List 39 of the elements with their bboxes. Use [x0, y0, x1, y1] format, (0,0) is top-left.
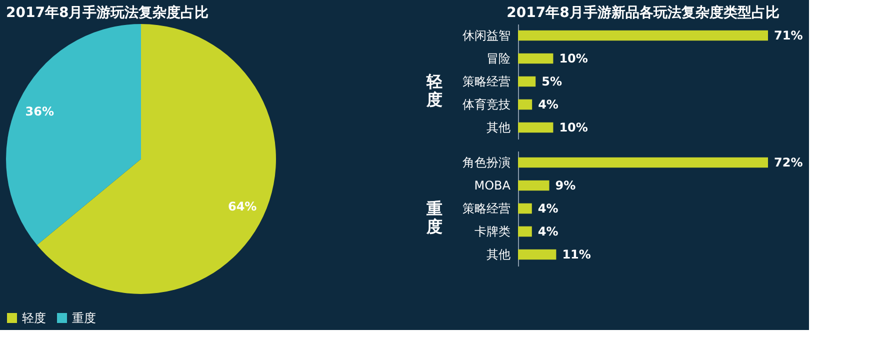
y-tick-label: 角色扮演: [462, 156, 510, 170]
pie-slice: [6, 24, 141, 246]
bar: [518, 180, 550, 191]
y-tick-label: 其他: [486, 248, 510, 262]
y-tick-label: 其他: [486, 120, 510, 134]
y-axis-title: 轻度: [426, 72, 442, 109]
y-tick-label: 策略经营: [462, 74, 510, 88]
y-tick-label: 体育竞技: [462, 98, 510, 112]
y-tick-label: MOBA: [474, 178, 512, 192]
y-axis-title: 重度: [426, 199, 442, 236]
bar: [518, 76, 536, 87]
data-label: 71%: [774, 28, 803, 42]
data-label: 36%: [25, 104, 54, 118]
bar: [518, 53, 554, 64]
data-label: 9%: [555, 178, 576, 192]
y-tick-label: 休闲益智: [462, 28, 510, 42]
chart-title: 2017年8月手游新品各玩法复杂度类型占比: [506, 4, 780, 21]
data-label: 4%: [538, 224, 558, 238]
bar: [518, 203, 532, 214]
bar: [518, 249, 556, 260]
chart-title: 2017年8月手游玩法复杂度占比: [6, 4, 209, 21]
y-tick-label: 卡牌类: [474, 224, 510, 238]
legend-label: 重度: [72, 311, 96, 325]
bar: [518, 226, 532, 237]
data-label: 4%: [538, 98, 558, 112]
bar: [518, 30, 768, 41]
y-tick-label: 策略经营: [462, 202, 510, 216]
bar: [518, 99, 532, 110]
data-label: 64%: [228, 200, 257, 214]
data-label: 10%: [559, 120, 588, 134]
legend-label: 轻度: [22, 311, 46, 325]
y-tick-label: 冒险: [486, 52, 510, 66]
data-label: 4%: [538, 202, 558, 216]
data-label: 10%: [559, 52, 588, 66]
bar: [518, 122, 554, 133]
data-label: 11%: [562, 248, 591, 262]
data-label: 72%: [774, 156, 803, 170]
data-label: 5%: [542, 74, 562, 88]
bar: [518, 157, 768, 168]
